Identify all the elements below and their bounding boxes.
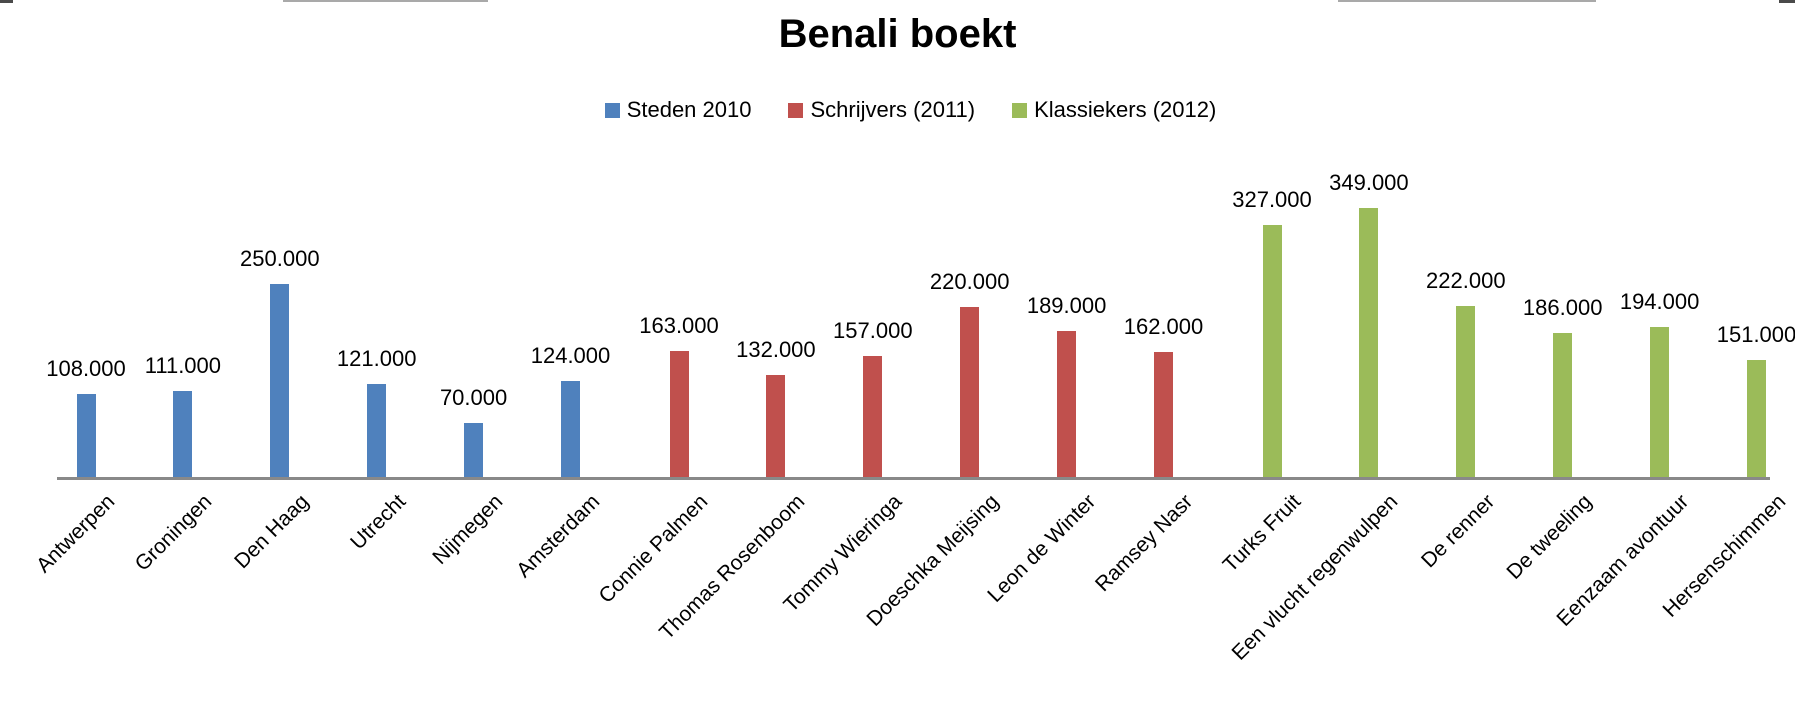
- crop-artifact-top-mid-right: [1338, 0, 1596, 2]
- bar-hersenschimmen: [1747, 360, 1766, 477]
- value-label-tommy-wieringa: 157.000: [833, 318, 913, 343]
- category-label-turks-fruit: Turks Fruit: [1218, 490, 1306, 577]
- legend-label: Klassiekers (2012): [1034, 97, 1217, 122]
- category-label-ramsey-nasr: Ramsey Nasr: [1090, 490, 1197, 597]
- legend-swatch-icon: [604, 102, 620, 118]
- bar-de-renner: [1456, 306, 1476, 477]
- legend-entry-schrijvers-2011: Schrijvers (2011): [788, 97, 975, 123]
- legend-label: Schrijvers (2011): [810, 97, 976, 122]
- value-label-amsterdam: 124.000: [530, 343, 611, 368]
- crop-artifact-top-left: [0, 0, 13, 3]
- bar-doeschka-meijsing: [960, 307, 980, 477]
- crop-artifact-top-mid-left: [283, 0, 488, 2]
- bar-turks-fruit: [1262, 225, 1282, 477]
- value-label-thomas-rosenboom: 132.000: [736, 337, 816, 362]
- crop-artifact-top-right: [1779, 0, 1795, 3]
- bar-eenzaam-avontuur: [1650, 327, 1670, 477]
- bar-groningen: [173, 391, 193, 477]
- bar-thomas-rosenboom: [766, 375, 786, 477]
- value-label-ramsey-nasr: 162.000: [1123, 314, 1204, 339]
- chart-title: Benali boekt: [778, 12, 1017, 56]
- bar-leon-de-winter: [1057, 331, 1077, 477]
- chart-legend: Steden 2010 Schrijvers (2011) Klassiekers …: [0, 97, 1795, 123]
- legend-swatch-icon: [1012, 102, 1028, 118]
- category-label-amsterdam: Amsterdam: [511, 490, 604, 583]
- value-label-nijmegen: 70.000: [439, 385, 508, 410]
- value-label-hersenschimmen: 151.000: [1716, 322, 1795, 347]
- value-label-de-tweeling: 186.000: [1522, 295, 1603, 320]
- value-label-de-renner: 222.000: [1426, 268, 1506, 293]
- category-label-de-tweeling: De tweeling: [1502, 490, 1596, 584]
- value-label-turks-fruit: 327.000: [1232, 187, 1312, 212]
- bar-nijmegen: [464, 423, 484, 477]
- category-label-den-haag: Den Haag: [229, 490, 314, 574]
- bar-tommy-wieringa: [863, 356, 883, 477]
- value-label-doeschka-meijsing: 220.000: [929, 269, 1010, 294]
- value-label-een-vlucht-regenwulpen: 349.000: [1329, 170, 1409, 195]
- category-label-antwerpen: Antwerpen: [32, 490, 120, 578]
- category-label-utrecht: Utrecht: [345, 490, 410, 555]
- category-label-groningen: Groningen: [130, 490, 217, 576]
- legend-entry-steden-2010: Steden 2010: [604, 97, 752, 123]
- bar-connie-palmen: [669, 351, 689, 477]
- legend-swatch-icon: [788, 102, 804, 118]
- legend-label: Steden 2010: [626, 97, 752, 122]
- value-label-leon-de-winter: 189.000: [1026, 293, 1107, 318]
- value-label-groningen: 111.000: [144, 353, 222, 378]
- bar-de-tweeling: [1553, 333, 1573, 477]
- bar-amsterdam: [561, 381, 580, 477]
- value-label-antwerpen: 108.000: [46, 356, 126, 381]
- x-axis-line: [57, 477, 1770, 480]
- bar-een-vlucht-regenwulpen: [1359, 208, 1379, 477]
- value-label-connie-palmen: 163.000: [639, 313, 719, 338]
- bar-ramsey-nasr: [1154, 352, 1173, 477]
- value-label-utrecht: 121.000: [336, 346, 417, 371]
- category-label-de-renner: De renner: [1416, 490, 1500, 573]
- legend-entry-klassiekers-2012: Klassiekers (2012): [1012, 97, 1216, 123]
- category-label-een-vlucht-regenwulpen: Een vlucht regenwulpen: [1227, 490, 1403, 665]
- value-label-den-haag: 250.000: [240, 246, 320, 271]
- bar-antwerpen: [76, 394, 96, 477]
- category-label-nijmegen: Nijmegen: [427, 490, 507, 569]
- bar-den-haag: [270, 284, 290, 477]
- bar-utrecht: [367, 384, 387, 477]
- value-label-eenzaam-avontuur: 194.000: [1619, 289, 1700, 314]
